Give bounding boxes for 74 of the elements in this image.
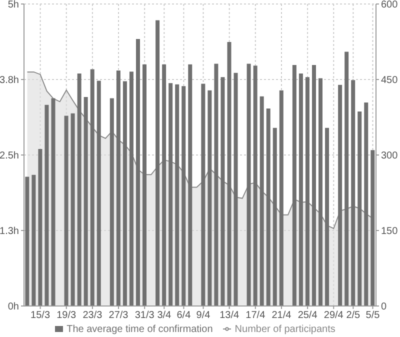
bar [156, 20, 160, 306]
x-tick-label: 21/4 [272, 310, 292, 322]
bar [32, 174, 36, 306]
bar [129, 72, 134, 306]
x-tick-label: 19/3 [56, 310, 77, 322]
bar [136, 39, 140, 306]
y-tick-label: 2.5h [0, 150, 19, 162]
x-tick-label: 29/4 [324, 310, 344, 322]
bar [214, 64, 218, 306]
bar [246, 64, 251, 306]
bar [208, 90, 212, 306]
y-tick-label: 5h [8, 0, 19, 11]
bar [44, 104, 49, 306]
y-tick-label: 1.3h [0, 226, 19, 238]
x-tick-label: 5/5 [366, 310, 380, 322]
bar [77, 73, 82, 306]
bar [344, 52, 349, 306]
x-tick-label: 6/4 [176, 310, 192, 322]
bar [25, 176, 30, 306]
bar [325, 128, 330, 306]
bar [64, 116, 68, 306]
bar [279, 90, 284, 306]
y-tick-label: 0h [8, 302, 19, 313]
bar [266, 108, 270, 306]
bar [260, 96, 264, 306]
bar [298, 73, 303, 306]
bar [253, 66, 258, 306]
y2-tick-label: 300 [381, 150, 398, 162]
bar [96, 80, 101, 306]
y-tick-label: 3.8h [0, 75, 19, 86]
bar [370, 150, 375, 306]
bar [90, 69, 94, 306]
bar [358, 112, 362, 306]
legend-label: Number of participants [234, 324, 336, 335]
x-tick-label: 25/4 [298, 310, 318, 322]
x-tick-label: 2/5 [346, 310, 361, 322]
y2-tick-label: 600 [381, 0, 398, 11]
bar [51, 98, 56, 306]
bar [70, 113, 75, 306]
bar [351, 80, 356, 306]
bar [220, 77, 225, 306]
bar [110, 98, 114, 306]
x-tick-label: 9/4 [196, 310, 211, 322]
bar [122, 81, 127, 306]
y2-tick-label: 450 [381, 75, 398, 86]
y2-tick-label: 0 [381, 302, 387, 313]
bar [318, 78, 323, 306]
bar [162, 64, 166, 306]
x-tick-label: 15/3 [30, 310, 50, 322]
bar [168, 83, 173, 306]
bar [338, 84, 342, 306]
legend-label: The average time of confirmation [66, 324, 213, 335]
x-tick-label: 23/3 [82, 310, 103, 322]
x-tick-label: 17/4 [246, 310, 266, 322]
bar [312, 65, 316, 306]
bar [188, 64, 192, 306]
bar [182, 86, 186, 306]
bar [292, 65, 296, 306]
bar [116, 70, 120, 306]
bar [364, 102, 368, 306]
bar [305, 77, 310, 306]
y2-tick-label: 150 [381, 226, 398, 238]
bar [84, 97, 88, 306]
x-tick-label: 13/4 [220, 310, 240, 322]
x-tick-label: 31/3 [134, 310, 155, 322]
x-tick-label: 27/3 [108, 310, 129, 322]
x-tick-label: 3/4 [157, 310, 172, 322]
bar [201, 84, 206, 306]
bar [175, 84, 180, 306]
bar [234, 72, 238, 306]
bar [38, 148, 42, 306]
bar [227, 42, 232, 306]
bar [272, 128, 277, 306]
bar [142, 64, 147, 306]
